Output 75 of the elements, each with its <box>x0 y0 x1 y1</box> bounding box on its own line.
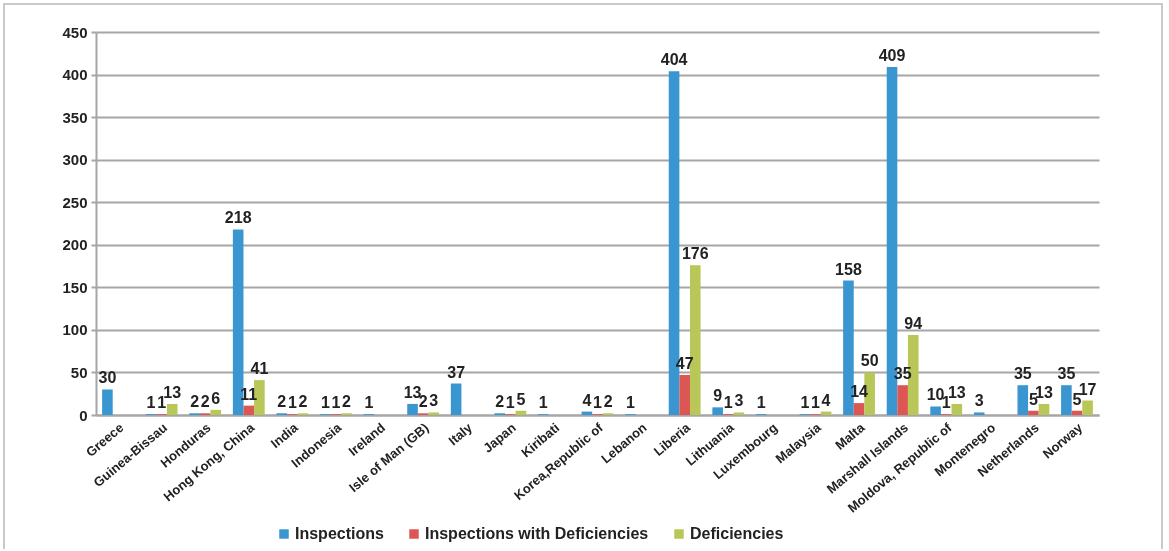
y-tick-label: 300 <box>62 151 88 169</box>
data-label: 13 <box>947 383 966 401</box>
data-label: 30 <box>98 369 117 387</box>
y-tick-label: 100 <box>62 321 88 339</box>
data-label: 4 <box>821 391 831 409</box>
bar <box>243 405 255 415</box>
bar <box>733 412 745 415</box>
bar <box>930 406 941 415</box>
data-label: 6 <box>211 389 221 407</box>
data-label: 1 <box>811 394 820 412</box>
data-label: 1 <box>364 394 374 412</box>
x-tick-label: Italy <box>445 419 476 449</box>
bar <box>166 403 178 415</box>
data-label: 1 <box>723 394 733 412</box>
y-tick-label: 450 <box>62 23 88 41</box>
data-label: 2 <box>298 393 308 411</box>
data-label: 1 <box>331 394 341 412</box>
bar <box>1082 400 1093 415</box>
y-tick-label: 150 <box>62 278 88 296</box>
bar <box>102 389 113 415</box>
y-tick-label: 200 <box>62 236 88 254</box>
bar <box>450 383 462 415</box>
bar <box>712 407 723 415</box>
data-label: 1 <box>505 394 515 412</box>
data-label: 2 <box>190 393 200 411</box>
data-label: 1 <box>756 394 766 412</box>
y-tick-label: 0 <box>79 406 88 424</box>
data-label: 5 <box>516 390 526 408</box>
bar <box>853 403 865 415</box>
data-label: 1 <box>287 394 297 412</box>
data-label: 9 <box>713 387 723 405</box>
data-label: 3 <box>734 392 744 410</box>
data-label: 50 <box>860 352 879 370</box>
data-label: 1 <box>146 394 156 412</box>
bar <box>973 412 985 415</box>
bar <box>428 412 440 415</box>
data-label: 2 <box>603 393 613 411</box>
data-label: 4 <box>582 391 592 409</box>
data-label: 3 <box>429 392 439 410</box>
legend-label: Inspections with Deficiencies <box>425 525 649 542</box>
data-label: 2 <box>342 393 352 411</box>
bar <box>210 409 222 415</box>
data-label: 41 <box>250 360 269 378</box>
data-label: 1 <box>626 394 636 412</box>
data-label: 37 <box>447 363 466 381</box>
bar <box>1061 385 1072 415</box>
data-label: 409 <box>878 46 906 64</box>
y-tick-label: 400 <box>62 66 88 84</box>
data-label: 3 <box>974 392 984 410</box>
y-tick-label: 350 <box>62 108 88 126</box>
data-label: 35 <box>1013 365 1032 383</box>
data-label: 404 <box>660 51 688 69</box>
bar <box>897 385 908 415</box>
y-tick-label: 50 <box>70 363 88 381</box>
y-tick-label: 250 <box>62 193 88 211</box>
data-label: 158 <box>835 260 862 278</box>
legend-label: Inspections <box>295 525 385 542</box>
bar <box>679 375 690 415</box>
data-label: 1 <box>320 394 330 412</box>
data-label: 2 <box>495 393 505 411</box>
data-label: 1 <box>800 394 810 412</box>
data-label: 2 <box>277 393 287 411</box>
bar <box>1017 385 1029 415</box>
bar <box>1028 410 1039 415</box>
data-label: 1 <box>593 394 603 412</box>
legend-label: Deficiencies <box>690 525 784 542</box>
data-label: 176 <box>681 245 709 263</box>
bar <box>951 403 963 415</box>
data-label: 2 <box>200 393 210 411</box>
data-label: 218 <box>224 209 252 227</box>
bar <box>1038 403 1050 415</box>
bar <box>407 403 418 415</box>
data-label: 1 <box>538 394 548 412</box>
data-label: 94 <box>904 315 923 332</box>
data-label: 35 <box>1057 365 1076 383</box>
